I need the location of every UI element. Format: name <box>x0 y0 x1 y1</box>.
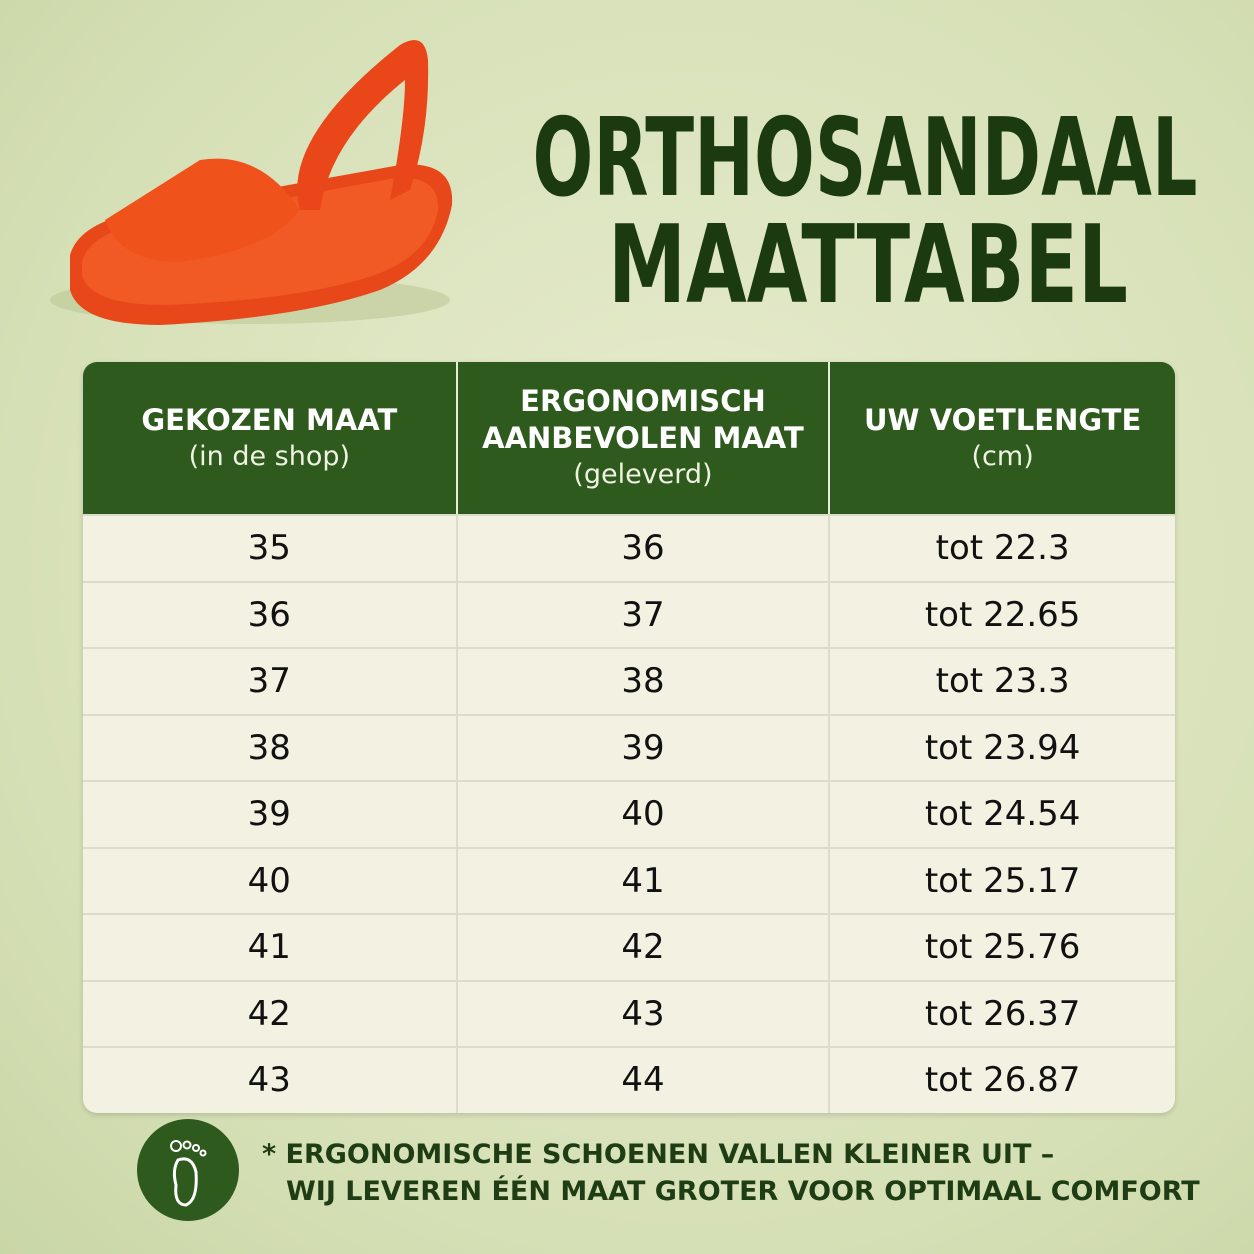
table-row: 37 38 tot 23.3 <box>83 647 1175 714</box>
size-table: GEKOZEN MAAT (in de shop) ERGONOMISCH AANBE… <box>83 362 1175 1113</box>
table-cell: tot 23.94 <box>924 727 1081 768</box>
footnote: * ERGONOMISCHE SCHOENEN VALLEN KLEINER U… <box>262 1136 1200 1210</box>
table-cell: 36 <box>458 516 831 581</box>
table-cell: 38 <box>83 715 458 780</box>
header-cell: ERGONOMISCH AANBEVOLEN MAAT (geleverd) <box>458 362 831 514</box>
header-title: GEKOZEN MAAT <box>141 402 398 437</box>
header-subtitle: (cm) <box>971 440 1034 472</box>
table-cell: tot 22.3 <box>935 528 1070 569</box>
table-cell: 40 <box>458 782 831 847</box>
table-cell: tot 24.54 <box>924 794 1081 835</box>
title-line: MAATTABEL <box>608 203 1128 328</box>
header-title: UW VOETLENGTE <box>864 402 1142 437</box>
header-row: GEKOZEN MAAT (in de shop) ERGONOMISCH AANBE… <box>83 362 1175 514</box>
header-subtitle: (geleverd) <box>573 459 713 490</box>
table-row: 39 40 tot 24.54 <box>83 780 1175 847</box>
table-cell: 41 <box>458 848 831 913</box>
table-row: 42 43 tot 26.37 <box>83 979 1175 1046</box>
table-cell: 41 <box>83 915 458 980</box>
table-cell: tot 26.87 <box>924 1060 1081 1101</box>
table-cell: 44 <box>458 1048 831 1113</box>
table-cell: 37 <box>458 582 831 647</box>
table-row: 41 42 tot 25.76 <box>83 913 1175 980</box>
table-cell: 40 <box>83 848 458 913</box>
table-cell: 37 <box>83 649 458 714</box>
table-cell: tot 23.3 <box>935 661 1070 702</box>
table-cell: tot 26.37 <box>924 993 1081 1034</box>
table-cell: 35 <box>83 516 458 581</box>
header-cell: GEKOZEN MAAT (in de shop) <box>83 362 458 514</box>
sandal-image <box>50 40 453 325</box>
header-cell: UW VOETLENGTE (cm) <box>830 362 1175 514</box>
header-title: ERGONOMISCH <box>520 384 766 418</box>
table-row: 38 39 tot 23.94 <box>83 713 1175 780</box>
table-cell: tot 25.17 <box>924 860 1081 901</box>
table-cell: 43 <box>83 1048 458 1113</box>
table-row: 36 37 tot 22.65 <box>83 580 1175 647</box>
table-cell: 39 <box>458 715 831 780</box>
table-cell: tot 22.65 <box>924 594 1081 635</box>
table-row: 43 44 tot 26.87 <box>83 1046 1175 1113</box>
table-cell: 43 <box>458 981 831 1046</box>
table-cell: 38 <box>458 649 831 714</box>
table-cell: 39 <box>83 782 458 847</box>
footnote-line: * ERGONOMISCHE SCHOENEN VALLEN KLEINER U… <box>262 1139 1055 1170</box>
table-cell: 42 <box>458 915 831 980</box>
table-cell: 36 <box>83 582 458 647</box>
table-cell: tot 25.76 <box>924 927 1081 968</box>
table-row: 35 36 tot 22.3 <box>83 514 1175 581</box>
foot-icon <box>137 1119 239 1221</box>
header-subtitle: (in de shop) <box>188 440 351 472</box>
header-title: AANBEVOLEN MAAT <box>482 421 804 455</box>
table-row: 40 41 tot 25.17 <box>83 846 1175 913</box>
footnote-line: WIJ LEVEREN ÉÉN MAAT GROTER VOOR OPTIMAA… <box>286 1176 1200 1207</box>
table-cell: 42 <box>83 981 458 1046</box>
title-line: ORTHOSANDAAL <box>533 96 1198 221</box>
